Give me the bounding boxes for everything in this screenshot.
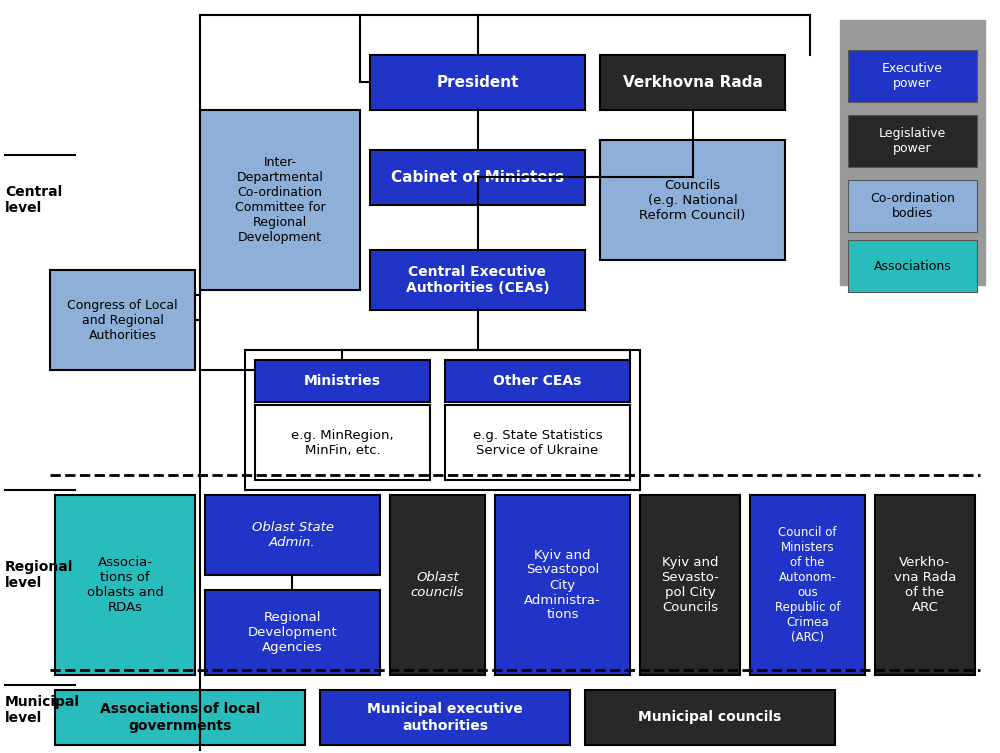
Text: Other CEAs: Other CEAs bbox=[493, 374, 582, 388]
Text: Kyiv and
Sevastopol
City
Administra-
tions: Kyiv and Sevastopol City Administra- tio… bbox=[524, 548, 601, 621]
Text: Regional
Development
Agencies: Regional Development Agencies bbox=[248, 611, 337, 654]
Text: Verkho-
vna Rada
of the
ARC: Verkho- vna Rada of the ARC bbox=[894, 556, 956, 614]
FancyBboxPatch shape bbox=[255, 405, 430, 480]
FancyBboxPatch shape bbox=[848, 50, 977, 102]
Text: Executive
power: Executive power bbox=[882, 62, 943, 90]
FancyBboxPatch shape bbox=[640, 495, 740, 675]
FancyBboxPatch shape bbox=[50, 270, 195, 370]
FancyBboxPatch shape bbox=[848, 115, 977, 167]
FancyBboxPatch shape bbox=[445, 360, 630, 402]
Text: Verkhovna Rada: Verkhovna Rada bbox=[623, 75, 762, 90]
Text: Associations: Associations bbox=[874, 260, 951, 273]
Text: Associations of local
governments: Associations of local governments bbox=[100, 703, 260, 733]
Text: Municipal
level: Municipal level bbox=[5, 695, 80, 725]
Text: Oblast State
Admin.: Oblast State Admin. bbox=[252, 521, 334, 549]
FancyBboxPatch shape bbox=[840, 20, 985, 285]
Text: e.g. MinRegion,
MinFin, etc.: e.g. MinRegion, MinFin, etc. bbox=[291, 428, 394, 456]
Text: Congress of Local
and Regional
Authorities: Congress of Local and Regional Authoriti… bbox=[67, 298, 178, 342]
FancyBboxPatch shape bbox=[848, 240, 977, 292]
FancyBboxPatch shape bbox=[495, 495, 630, 675]
FancyBboxPatch shape bbox=[390, 495, 485, 675]
Text: Co-ordination
bodies: Co-ordination bodies bbox=[870, 192, 955, 220]
Text: Municipal executive
authorities: Municipal executive authorities bbox=[367, 703, 523, 733]
Text: Ministries: Ministries bbox=[304, 374, 381, 388]
FancyBboxPatch shape bbox=[255, 360, 430, 402]
FancyBboxPatch shape bbox=[320, 690, 570, 745]
FancyBboxPatch shape bbox=[370, 150, 585, 205]
Text: Oblast
councils: Oblast councils bbox=[411, 571, 464, 599]
FancyBboxPatch shape bbox=[848, 180, 977, 232]
Text: Associa-
tions of
oblasts and
RDAs: Associa- tions of oblasts and RDAs bbox=[87, 556, 163, 614]
FancyBboxPatch shape bbox=[875, 495, 975, 675]
Text: Municipal councils: Municipal councils bbox=[638, 711, 782, 724]
FancyBboxPatch shape bbox=[750, 495, 865, 675]
Text: Inter-
Departmental
Co-ordination
Committee for
Regional
Development: Inter- Departmental Co-ordination Commit… bbox=[235, 156, 325, 244]
FancyBboxPatch shape bbox=[370, 55, 585, 110]
Text: Kyiv and
Sevasto-
pol City
Councils: Kyiv and Sevasto- pol City Councils bbox=[661, 556, 719, 614]
FancyBboxPatch shape bbox=[55, 495, 195, 675]
Text: e.g. State Statistics
Service of Ukraine: e.g. State Statistics Service of Ukraine bbox=[473, 428, 602, 456]
FancyBboxPatch shape bbox=[600, 140, 785, 260]
Text: Regional
level: Regional level bbox=[5, 560, 73, 590]
Text: Cabinet of Ministers: Cabinet of Ministers bbox=[391, 170, 564, 185]
Text: President: President bbox=[436, 75, 519, 90]
Text: Central
level: Central level bbox=[5, 185, 62, 215]
Text: Council of
Ministers
of the
Autonom-
ous
Republic of
Crimea
(ARC): Council of Ministers of the Autonom- ous… bbox=[775, 526, 840, 644]
FancyBboxPatch shape bbox=[205, 495, 380, 575]
FancyBboxPatch shape bbox=[585, 690, 835, 745]
Text: Legislative
power: Legislative power bbox=[879, 127, 946, 155]
FancyBboxPatch shape bbox=[55, 690, 305, 745]
FancyBboxPatch shape bbox=[200, 110, 360, 290]
Text: Councils
(e.g. National
Reform Council): Councils (e.g. National Reform Council) bbox=[639, 178, 746, 221]
Text: Central Executive
Authorities (CEAs): Central Executive Authorities (CEAs) bbox=[406, 265, 549, 295]
FancyBboxPatch shape bbox=[370, 250, 585, 310]
FancyBboxPatch shape bbox=[445, 405, 630, 480]
FancyBboxPatch shape bbox=[600, 55, 785, 110]
FancyBboxPatch shape bbox=[205, 590, 380, 675]
